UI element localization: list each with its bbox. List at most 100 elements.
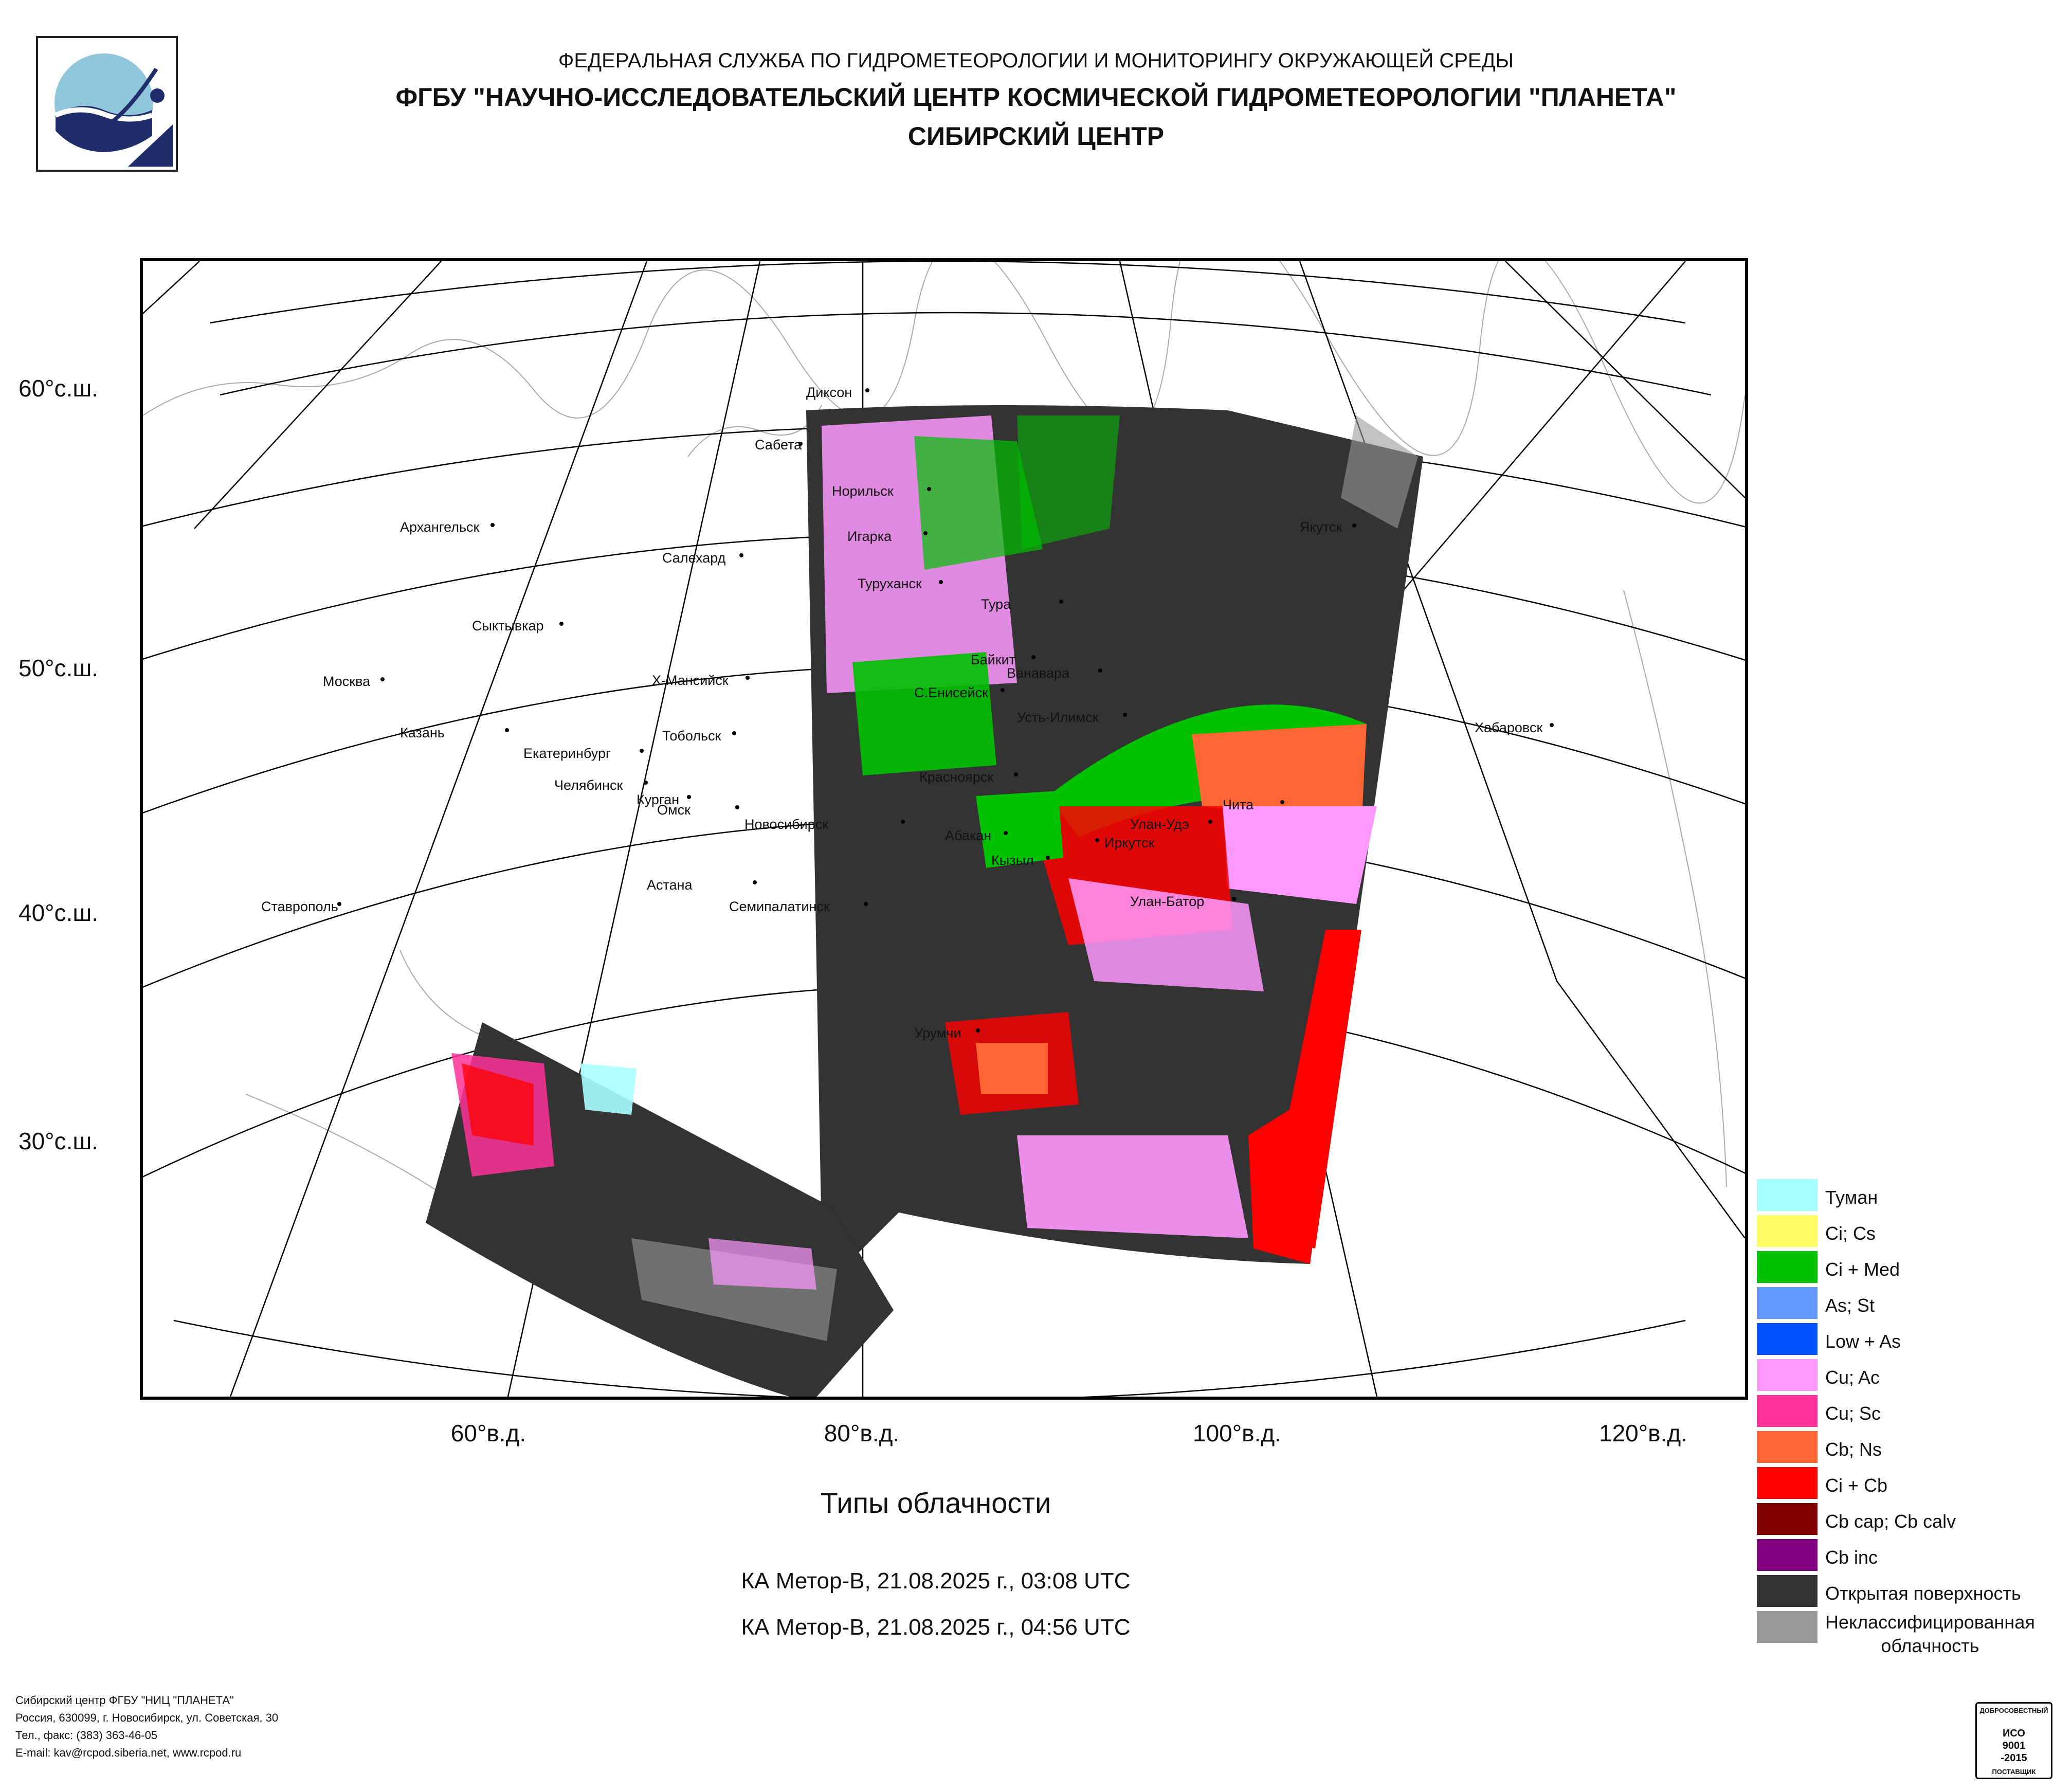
- legend-swatch: [1755, 1322, 1819, 1356]
- iso-badge: ДОБРОСОВЕСТНЫЙ ИСО 9001 -2015 ПОСТАВЩИК: [1975, 1702, 2052, 1779]
- legend-swatch: [1755, 1609, 1819, 1644]
- header-agency: ФЕДЕРАЛЬНАЯ СЛУЖБА ПО ГИДРОМЕТЕОРОЛОГИИ …: [558, 49, 1514, 72]
- city-label: Диксон: [806, 385, 852, 400]
- legend-item: Ci + Med: [1755, 1250, 2072, 1285]
- city-label: Абакан: [945, 828, 992, 843]
- legend-label: Cb cap; Cb calv: [1825, 1511, 1956, 1532]
- header-institute: ФГБУ "НАУЧНО-ИССЛЕДОВАТЕЛЬСКИЙ ЦЕНТР КОС…: [395, 83, 1677, 112]
- city-dot: [1046, 856, 1050, 860]
- city-label: Астана: [647, 877, 693, 893]
- city-label: С.Енисейск: [914, 685, 988, 700]
- city-dot: [1001, 688, 1005, 692]
- iso-l1: ИСО: [2003, 1728, 2025, 1739]
- city-dot: [1095, 838, 1099, 842]
- city-dot: [976, 1028, 980, 1033]
- legend-swatch: [1755, 1358, 1819, 1392]
- legend-label: Туман: [1825, 1187, 1878, 1208]
- city-label: Челябинск: [554, 777, 623, 793]
- city-label: Тобольск: [662, 728, 721, 744]
- lat-label-30: 30°с.ш.: [19, 1128, 99, 1154]
- legend-swatch: [1755, 1178, 1819, 1213]
- city-dot: [735, 805, 739, 809]
- legend-item: Ci; Cs: [1755, 1214, 2072, 1249]
- city-label: Х-Мансийск: [652, 673, 729, 688]
- city-label: Красноярск: [919, 769, 994, 785]
- city-label: Байкит: [971, 652, 1016, 667]
- swath-main: [806, 405, 1423, 1290]
- city-label: Архангельск: [400, 519, 480, 535]
- city-dot: [1059, 600, 1063, 604]
- city-label: Семипалатинск: [729, 899, 830, 914]
- legend-item: Открытая поверхность: [1755, 1573, 2072, 1608]
- legend-swatch: [1755, 1250, 1819, 1285]
- city-dot: [380, 677, 385, 681]
- city-label: Якутск: [1300, 519, 1342, 535]
- legend-item: As; St: [1755, 1286, 2072, 1320]
- legend-swatch: [1755, 1394, 1819, 1428]
- city-dot: [1208, 820, 1212, 824]
- city-label: Омск: [657, 802, 690, 818]
- legend-label: Cb inc: [1825, 1547, 1878, 1568]
- city-label: Усть-Илимск: [1017, 710, 1099, 725]
- city-dot: [865, 388, 869, 392]
- legend-item: Cb cap; Cb calv: [1755, 1501, 2072, 1536]
- footer-contacts: Сибирский центр ФГБУ "НИЦ "ПЛАНЕТА" Росс…: [15, 1692, 278, 1762]
- city-label: Курган: [637, 792, 680, 807]
- city-label: Новосибирск: [744, 817, 829, 832]
- city-label: Тура: [981, 596, 1011, 612]
- city-dot: [1123, 713, 1127, 717]
- legend-item: Неклассифицированная облачность: [1755, 1609, 2072, 1656]
- footer-phone: Тел., факс: (383) 363-46-05: [15, 1729, 158, 1742]
- city-label: Ванавара: [1007, 665, 1070, 681]
- city-label: Екатеринбург: [523, 746, 611, 761]
- legend-swatch: [1755, 1537, 1819, 1572]
- footer-email: E-mail: kav@rcpod.siberia.net, www.rcpod…: [15, 1746, 242, 1759]
- city-label: Сабета: [755, 437, 802, 453]
- iso-l2: 9001: [2002, 1740, 2026, 1751]
- city-label: Ставрополь: [261, 899, 338, 914]
- satellite-pass-2: КА Метор-В, 21.08.2025 г., 04:56 UTC: [741, 1615, 1131, 1640]
- lon-label-80: 80°в.д.: [824, 1420, 900, 1446]
- city-dot: [1004, 831, 1008, 835]
- legend-swatch: [1755, 1573, 1819, 1608]
- legend-item: Low + As: [1755, 1322, 2072, 1356]
- cloud-type-map: Диксон Сабета Норильск Игарка Архангельск Сал…: [140, 258, 1748, 1400]
- lat-label-40: 40°с.ш.: [19, 899, 99, 926]
- city-label: Улан-Удэ: [1130, 817, 1189, 832]
- city-dot: [939, 580, 943, 584]
- city-label: Иркутск: [1104, 835, 1155, 851]
- city-dot: [1550, 723, 1554, 727]
- city-dot: [1280, 800, 1284, 804]
- city-dot: [1098, 668, 1102, 673]
- legend-label: Открытая поверхность: [1825, 1583, 2021, 1604]
- city-dot: [927, 487, 931, 491]
- legend-label: Cb; Ns: [1825, 1439, 1882, 1460]
- city-dot: [1232, 897, 1236, 901]
- legend-label: Cu; Ac: [1825, 1367, 1880, 1388]
- city-dot: [1352, 523, 1356, 528]
- city-label: Хабаровск: [1475, 720, 1543, 735]
- planeta-logo: [36, 36, 178, 172]
- legend-item: Cb inc: [1755, 1537, 2072, 1572]
- city-dot: [923, 531, 928, 535]
- lat-label-60: 60°с.ш.: [19, 375, 99, 402]
- city-label: Игарка: [847, 529, 892, 544]
- city-dot: [901, 820, 905, 824]
- lat-label-50: 50°с.ш.: [19, 655, 99, 681]
- header-center: СИБИРСКИЙ ЦЕНТР: [907, 122, 1165, 151]
- city-label: Урумчи: [914, 1025, 961, 1041]
- map-canvas: [143, 261, 1745, 1397]
- footer-address: Россия, 630099, г. Новосибирск, ул. Сове…: [15, 1711, 279, 1724]
- city-label: Кызыл: [991, 853, 1034, 868]
- city-label: Москва: [323, 674, 371, 689]
- city-dot: [739, 553, 743, 557]
- city-label: Салехард: [662, 550, 726, 566]
- legend-label: Ci + Med: [1825, 1259, 1900, 1280]
- legend-label: Неклассифицированная облачность: [1825, 1612, 2035, 1656]
- swath-southwest: [426, 1022, 894, 1397]
- city-dot: [337, 902, 341, 906]
- legend-swatch: [1755, 1214, 1819, 1249]
- legend-label: Cu; Sc: [1825, 1403, 1881, 1424]
- lon-label-100: 100°в.д.: [1193, 1420, 1281, 1446]
- city-dot: [644, 781, 648, 785]
